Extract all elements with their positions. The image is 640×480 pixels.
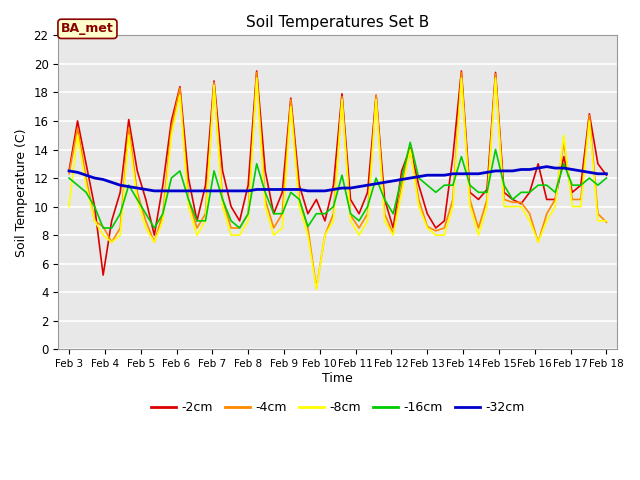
Y-axis label: Soil Temperature (C): Soil Temperature (C) bbox=[15, 128, 28, 257]
Title: Soil Temperatures Set B: Soil Temperatures Set B bbox=[246, 15, 429, 30]
Text: BA_met: BA_met bbox=[61, 23, 114, 36]
Legend: -2cm, -4cm, -8cm, -16cm, -32cm: -2cm, -4cm, -8cm, -16cm, -32cm bbox=[146, 396, 529, 420]
X-axis label: Time: Time bbox=[323, 372, 353, 385]
